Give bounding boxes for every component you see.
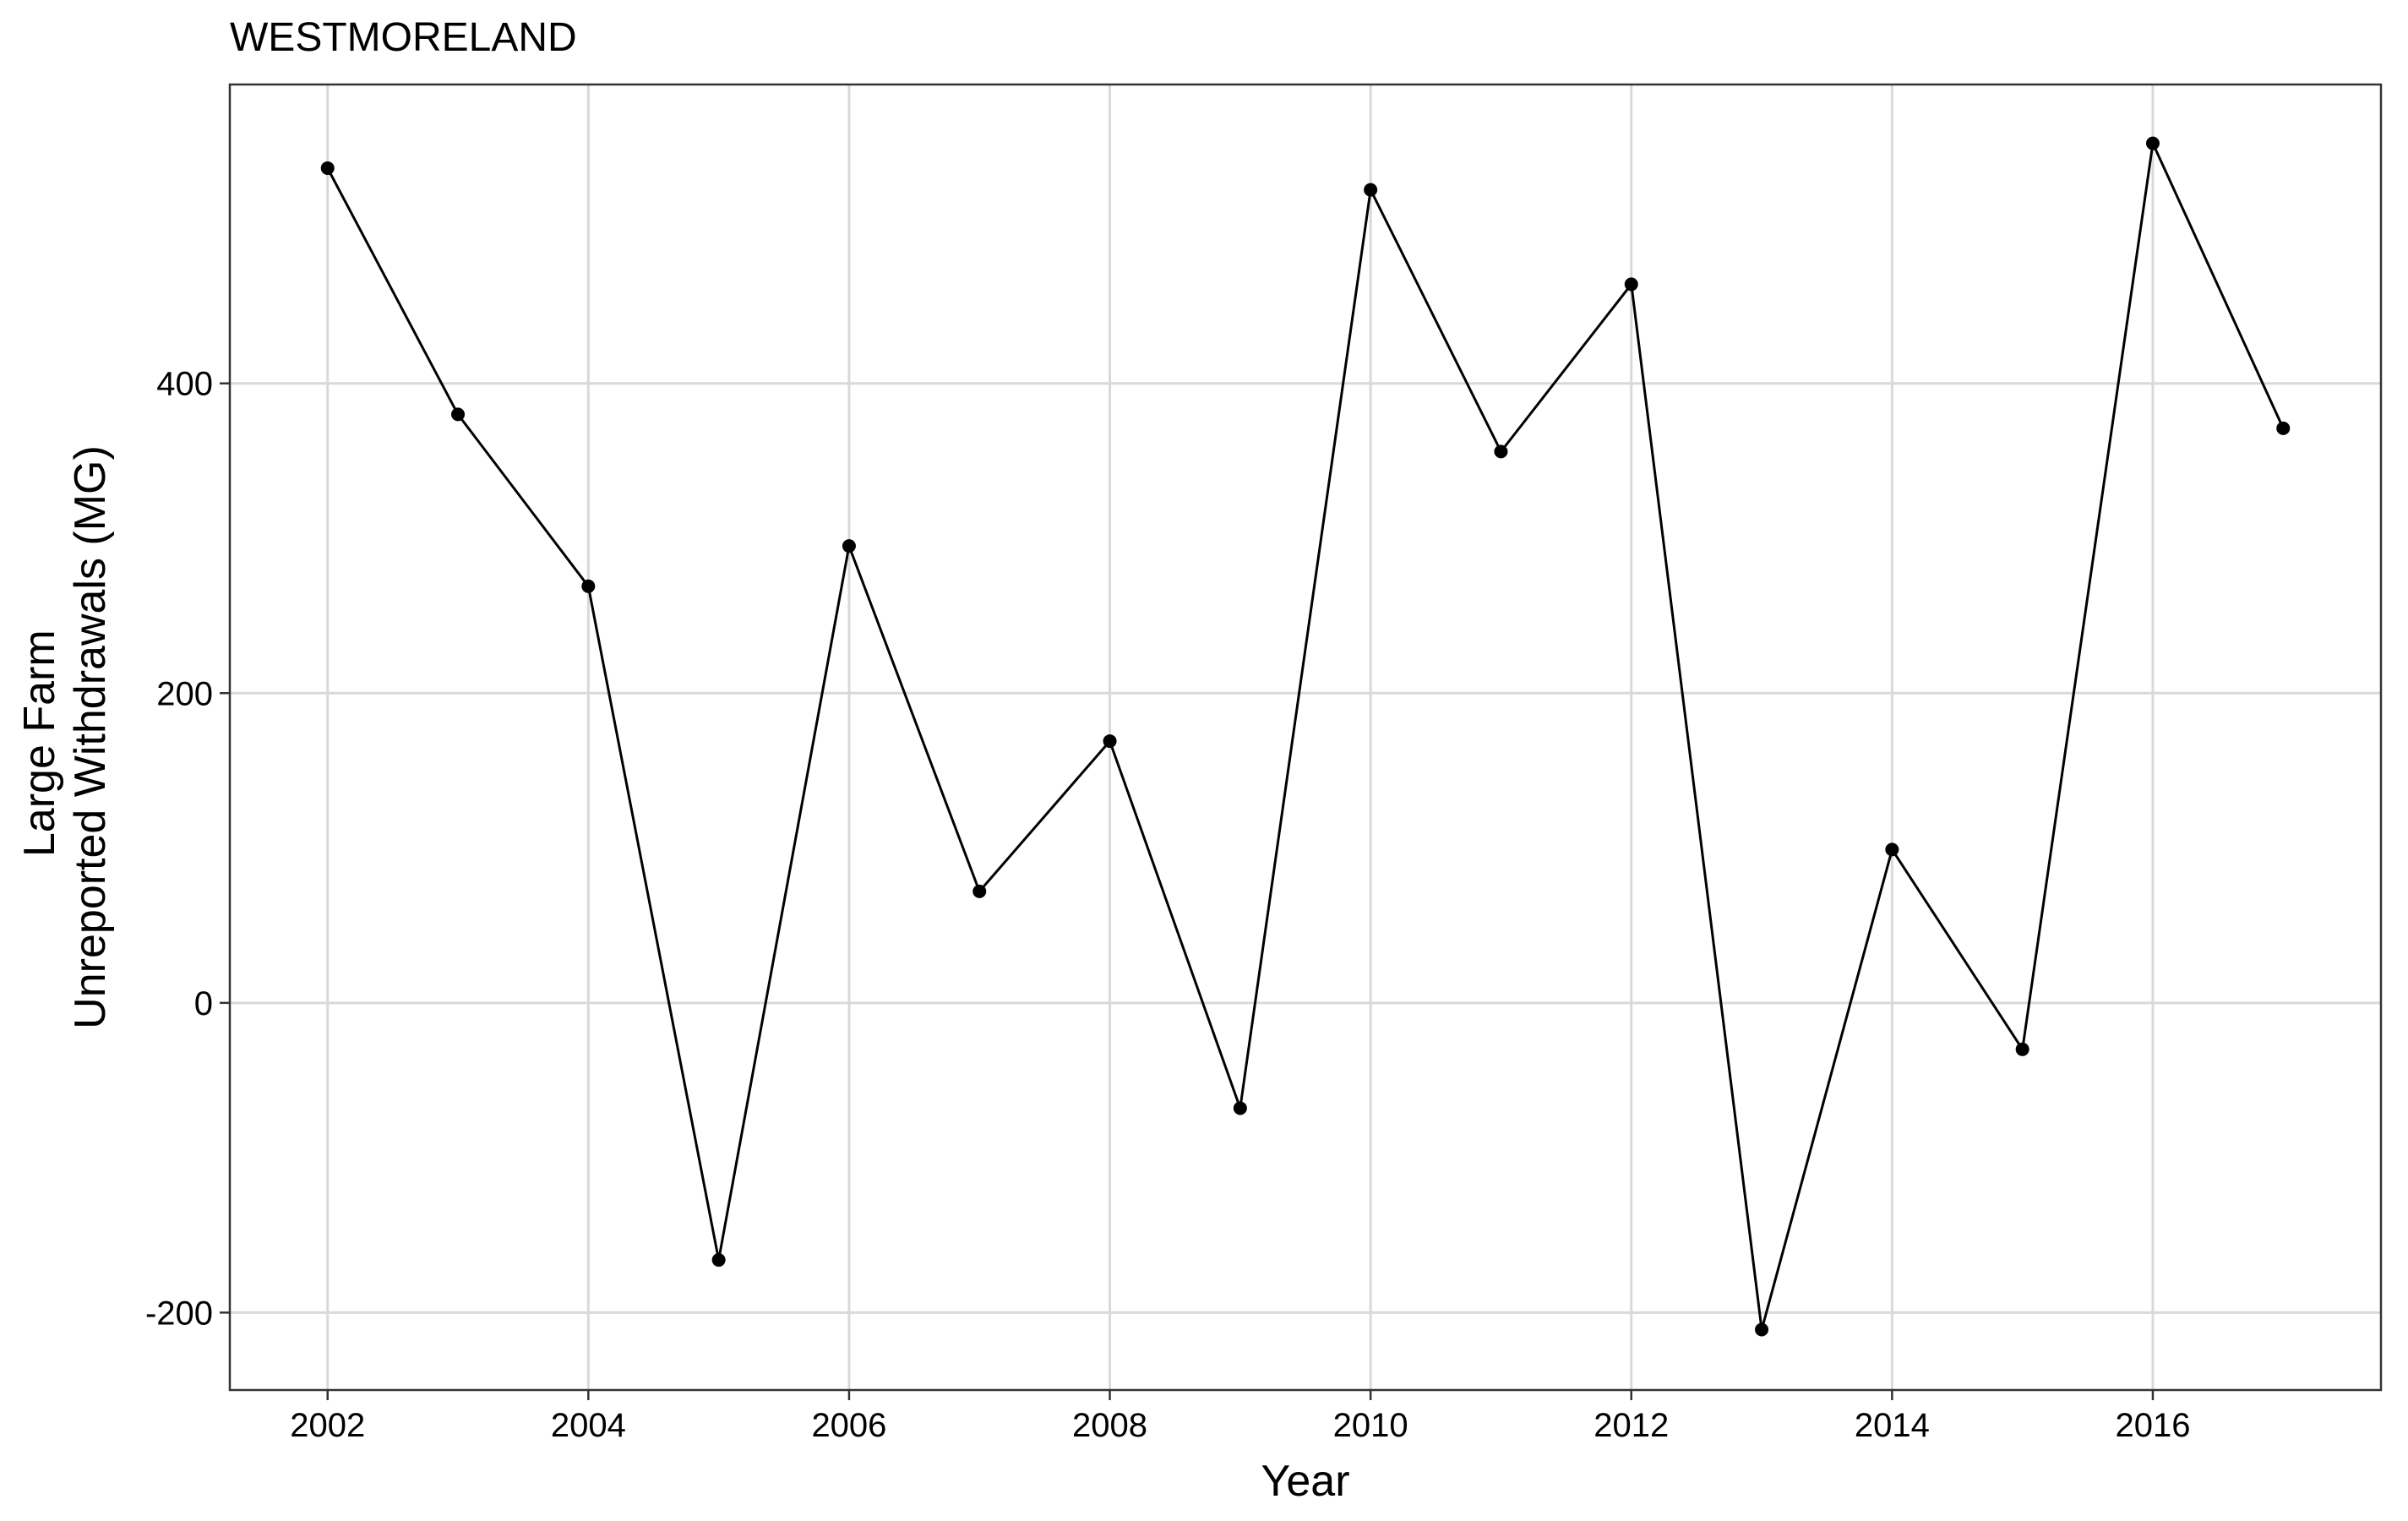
series-layer — [320, 136, 2291, 1337]
x-axis: 2002 2004 2006 2008 2010 2012 2014 2016 — [290, 1390, 2190, 1444]
y-tick-label: -200 — [145, 1295, 213, 1332]
data-point — [2276, 421, 2291, 435]
plot-panel-border — [228, 83, 2383, 1392]
x-tick-label: 2004 — [551, 1407, 626, 1444]
data-point — [320, 161, 335, 175]
x-tick-label: 2002 — [290, 1407, 365, 1444]
chart-title: WESTMORELAND — [230, 15, 577, 60]
data-point — [2015, 1042, 2029, 1056]
data-point — [1624, 277, 1638, 292]
data-point — [2145, 136, 2160, 150]
x-tick-label: 2012 — [1594, 1407, 1669, 1444]
data-point — [842, 539, 856, 553]
y-axis-title-line-2: Unreported Withdrawals (MG) — [66, 445, 115, 1029]
data-point — [711, 1253, 726, 1268]
x-tick-label: 2008 — [1072, 1407, 1147, 1444]
data-point — [1494, 444, 1508, 459]
y-axis-title-line-1: Large Farm — [15, 630, 64, 857]
data-point — [1885, 842, 1899, 857]
y-tick-label: 0 — [194, 985, 213, 1022]
data-point — [1364, 183, 1378, 197]
grid — [230, 84, 2381, 1390]
data-point — [1233, 1101, 1247, 1115]
y-tick-label: 200 — [156, 675, 213, 712]
data-point — [451, 407, 466, 422]
y-axis-title: Large Farm Unreported Withdrawals (MG) — [15, 445, 115, 1029]
x-axis-title: Year — [1261, 1457, 1349, 1506]
y-tick-label: 400 — [156, 366, 213, 403]
x-tick-label: 2016 — [2115, 1407, 2190, 1444]
y-axis: -200 0 200 400 — [145, 366, 230, 1332]
series-line — [326, 139, 2285, 1330]
x-tick-label: 2010 — [1333, 1407, 1408, 1444]
data-point — [1755, 1322, 1769, 1337]
data-point — [972, 884, 987, 898]
data-point — [1103, 734, 1117, 749]
x-tick-label: 2014 — [1855, 1407, 1930, 1444]
x-tick-label: 2006 — [811, 1407, 886, 1444]
data-point — [581, 579, 596, 593]
